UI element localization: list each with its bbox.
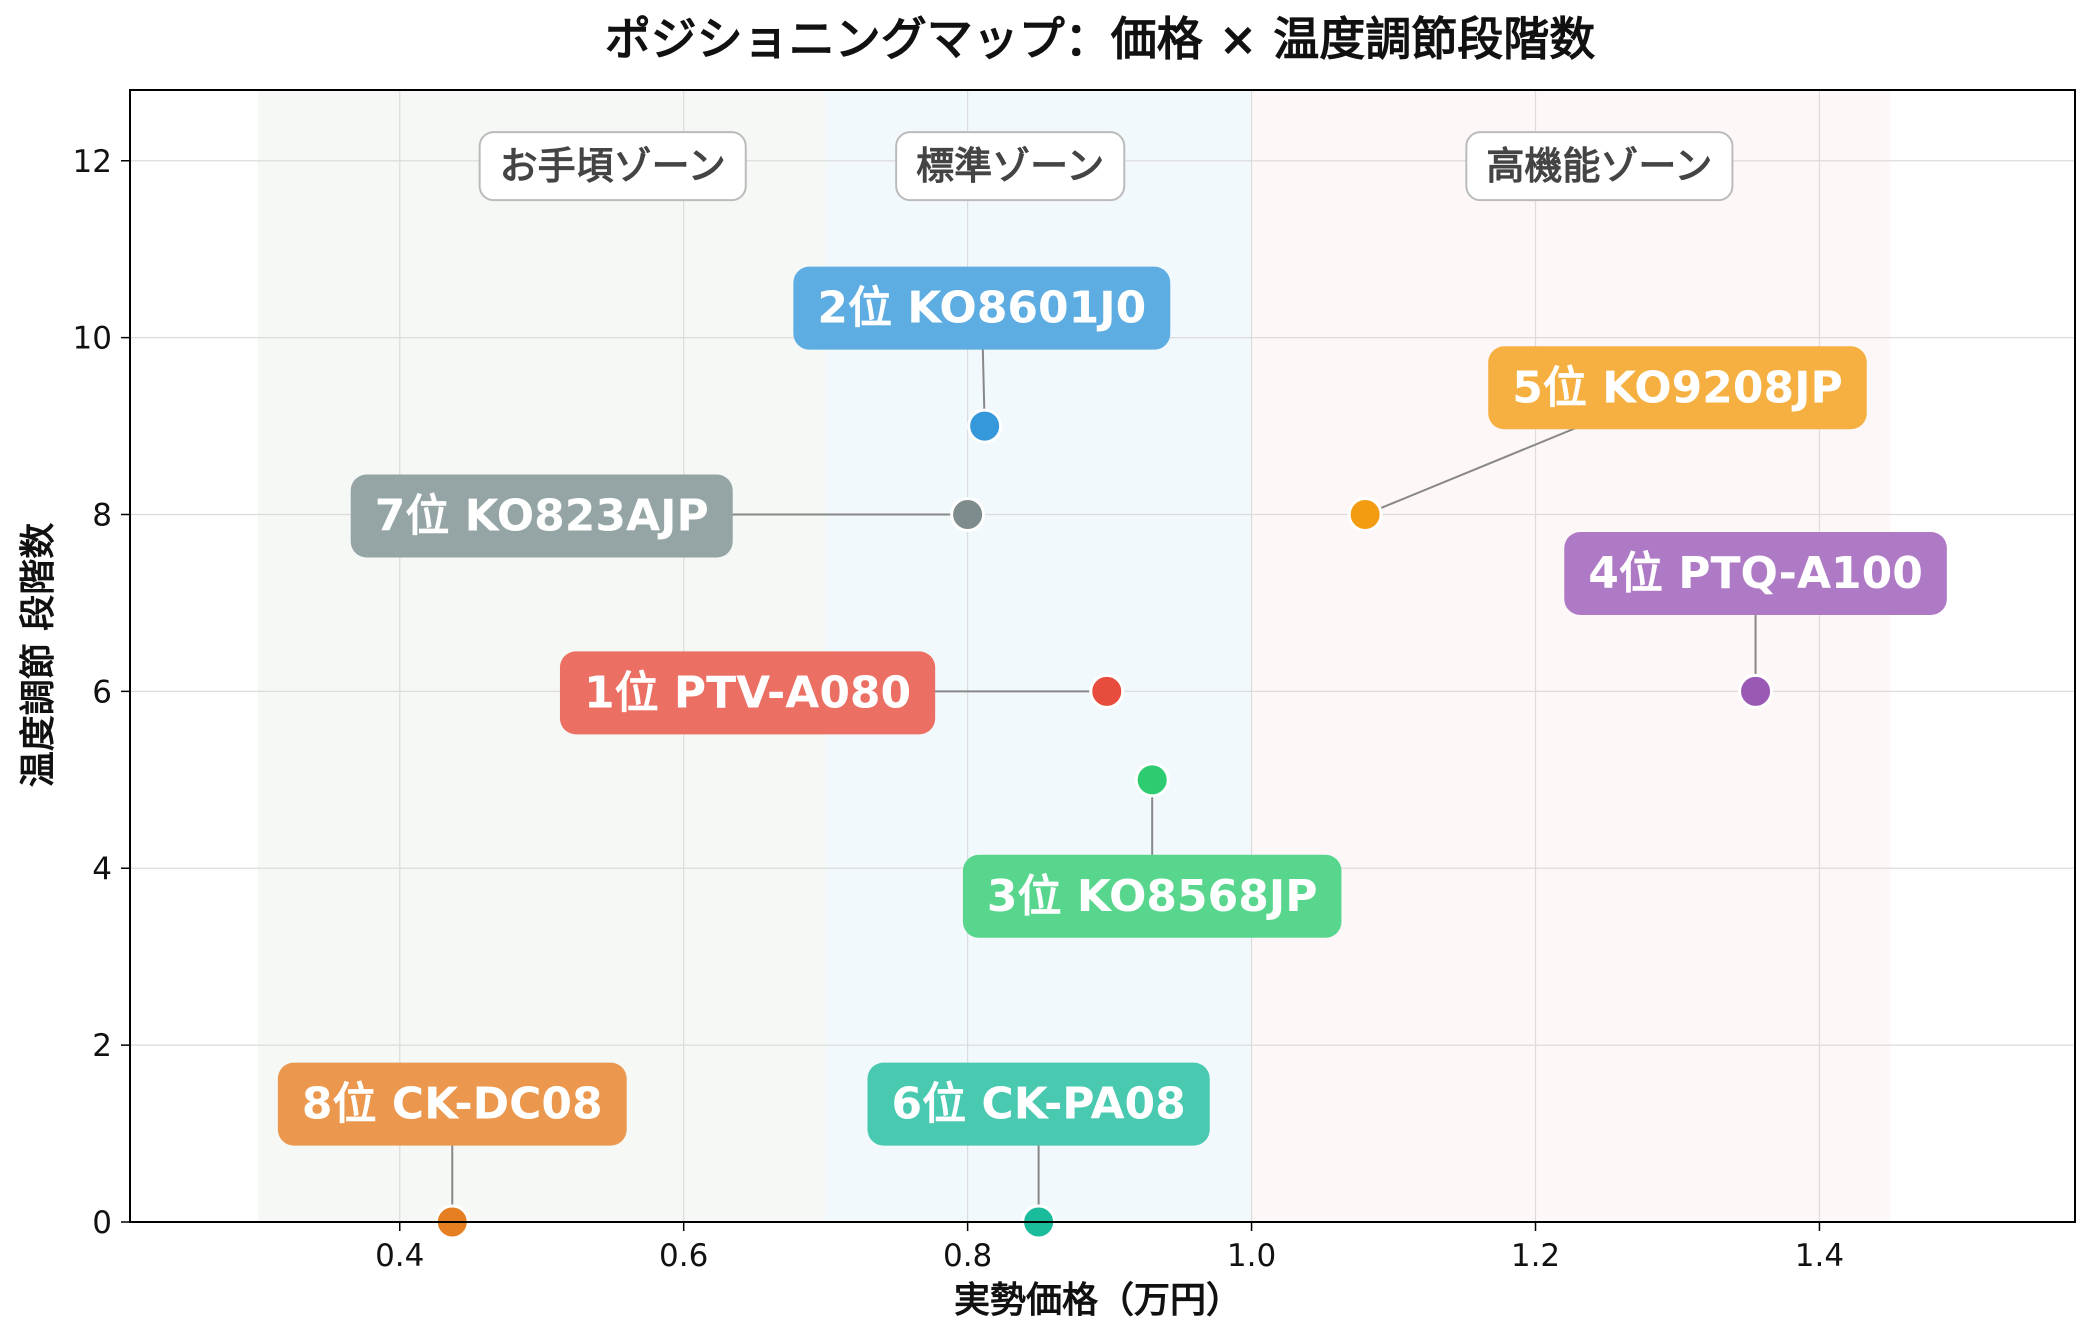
x-tick-label-1: 0.6 (659, 1238, 708, 1274)
point-label-text-0: 1位 PTV-A080 (584, 667, 911, 718)
y-tick-label-2: 4 (92, 851, 112, 887)
x-tick-label-5: 1.4 (1795, 1238, 1844, 1274)
y-tick-label-3: 6 (92, 674, 112, 710)
plot-frame (129, 89, 2076, 1223)
point-label-1: 2位 KO8601J0 (793, 266, 1171, 350)
point-label-text-7: 8位 CK-DC08 (302, 1079, 603, 1130)
point-label-box-5 (867, 1062, 1210, 1146)
point-label-7: 8位 CK-DC08 (277, 1062, 627, 1146)
x-tick-label-2: 0.8 (943, 1238, 992, 1274)
zone-label-box-1 (895, 131, 1126, 202)
point-label-box-6 (350, 474, 733, 558)
y-tick-label-0: 0 (92, 1205, 112, 1241)
zone-label-0: お手頃ゾーン (478, 131, 747, 202)
y-tick-label-4: 8 (92, 498, 112, 534)
point-label-text-3: 4位 PTQ-A100 (1588, 548, 1923, 599)
point-label-0: 1位 PTV-A080 (559, 651, 936, 735)
x-tick-label-0: 0.4 (375, 1238, 424, 1274)
data-point-6 (950, 497, 986, 532)
data-point-1 (967, 408, 1003, 444)
point-label-2: 3位 KO8568JP (962, 854, 1342, 938)
point-label-text-1: 2位 KO8601J0 (817, 283, 1146, 334)
y-axis-label: 温度調節 段階数 (18, 523, 59, 788)
point-label-text-5: 6位 CK-PA08 (891, 1079, 1185, 1130)
zone-label-1: 標準ゾーン (895, 131, 1126, 202)
y-tick-label-6: 12 (73, 144, 112, 180)
point-label-text-4: 5位 KO9208JP (1512, 362, 1843, 413)
point-label-box-1 (793, 266, 1171, 350)
chart-title: ポジショニングマップ：価格 × 温度調節段階数 (605, 12, 1596, 66)
x-tick-label-3: 1.0 (1227, 1238, 1276, 1274)
point-label-3: 4位 PTQ-A100 (1564, 531, 1947, 615)
data-point-4 (1347, 497, 1383, 532)
y-tick-label-1: 2 (92, 1028, 112, 1064)
zone-label-text-2: 高機能ゾーン (1486, 144, 1712, 188)
point-label-box-7 (277, 1062, 627, 1146)
point-label-box-3 (1564, 531, 1947, 615)
data-point-0 (1089, 673, 1125, 709)
zone-label-2: 高機能ゾーン (1465, 131, 1734, 202)
point-label-box-4 (1488, 346, 1867, 430)
point-label-box-0 (559, 651, 936, 735)
data-point-2 (1134, 762, 1170, 798)
zones-layer (257, 90, 1891, 1222)
x-axis-label: 実勢価格（万円） (954, 1280, 1242, 1321)
x-tick-label-4: 1.2 (1511, 1238, 1560, 1274)
point-label-5: 6位 CK-PA08 (867, 1062, 1210, 1146)
labels-layer: お手頃ゾーン 標準ゾーン 高機能ゾーン 1位 PTV-A080 2位 KO8601J0 3… (277, 131, 1947, 1146)
zone-label-box-0 (478, 131, 747, 202)
points-layer (434, 408, 1774, 1240)
ticks-layer: 0.4 0.6 0.8 1.0 1.2 1.4 0 2 4 6 8 10 12 (73, 144, 1845, 1274)
zone-label-text-0: お手頃ゾーン (500, 144, 726, 188)
zone-label-text-1: 標準ゾーン (916, 144, 1104, 188)
zone-label-box-2 (1465, 131, 1734, 202)
point-label-text-6: 7位 KO823AJP (375, 491, 709, 542)
zone-band-2 (1251, 90, 1891, 1222)
point-label-4: 5位 KO9208JP (1488, 346, 1867, 430)
point-label-box-2 (962, 854, 1342, 938)
y-tick-label-5: 10 (73, 321, 112, 357)
point-label-text-2: 3位 KO8568JP (987, 871, 1318, 922)
data-point-3 (1738, 673, 1774, 709)
point-label-6: 7位 KO823AJP (350, 474, 733, 558)
